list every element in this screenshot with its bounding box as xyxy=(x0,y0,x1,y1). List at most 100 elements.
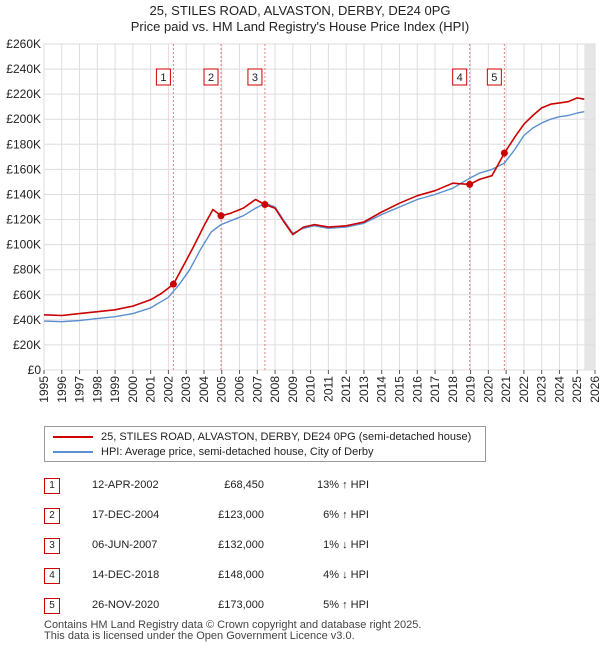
sale-label-box xyxy=(452,68,468,86)
x-tick-label: 2017 xyxy=(428,376,442,403)
x-tick-label: 2018 xyxy=(446,376,460,403)
x-tick-label: 2005 xyxy=(215,376,229,403)
sale-date: 14-DEC-2018 xyxy=(92,569,160,581)
sale-point xyxy=(217,212,225,220)
y-tick-label: £200K xyxy=(6,112,41,126)
legend-label-property: 25, STILES ROAD, ALVASTON, DERBY, DE24 0… xyxy=(101,431,472,443)
forecast-region xyxy=(584,44,595,370)
y-tick-label: £120K xyxy=(6,213,41,227)
sale-date: 26-NOV-2020 xyxy=(92,599,160,611)
sale-label-box xyxy=(247,68,263,86)
sale-hpi-diff: 6% ↑ HPI xyxy=(323,509,369,521)
x-tick-label: 2007 xyxy=(250,376,264,403)
x-tick-label: 2011 xyxy=(321,376,335,402)
y-tick-label: £40K xyxy=(13,313,41,327)
footer-line-2: This data is licensed under the Open Gov… xyxy=(44,630,355,642)
sale-row: 4 14-DEC-2018 £148,000 4% ↓ HPI xyxy=(44,568,424,586)
x-tick-label: 1999 xyxy=(108,376,122,403)
y-tick-label: £0 xyxy=(28,363,42,377)
x-tick-label: 2002 xyxy=(161,376,175,403)
x-tick-label: 2012 xyxy=(339,376,353,403)
sale-hpi-diff: 4% ↓ HPI xyxy=(323,569,369,581)
x-tick-label: 2019 xyxy=(464,376,478,403)
x-tick-label: 1995 xyxy=(37,376,51,403)
sale-label-number: 1 xyxy=(160,72,166,84)
sale-row: 2 17-DEC-2004 £123,000 6% ↑ HPI xyxy=(44,508,424,526)
chart-title: 25, STILES ROAD, ALVASTON, DERBY, DE24 0… xyxy=(149,3,451,18)
sale-row: 3 06-JUN-2007 £132,000 1% ↓ HPI xyxy=(44,538,424,556)
y-tick-label: £240K xyxy=(6,62,41,76)
y-tick-label: £260K xyxy=(6,37,41,51)
sale-hpi-diff: 13% ↑ HPI xyxy=(317,479,369,491)
sale-point xyxy=(500,149,508,157)
price-chart: £0 £20K £40K £60K £80K £100K £120K £140K £160K £1… xyxy=(6,37,600,403)
y-tick-label: £100K xyxy=(6,238,41,252)
sale-date: 06-JUN-2007 xyxy=(92,539,158,551)
x-tick-label: 2022 xyxy=(517,376,531,403)
x-tick-label: 1997 xyxy=(73,376,87,403)
x-tick-label: 2004 xyxy=(197,376,211,403)
x-tick-label: 1996 xyxy=(55,376,69,403)
legend-swatch-hpi xyxy=(53,451,93,453)
sale-hpi-diff: 1% ↓ HPI xyxy=(323,539,369,551)
x-tick-label: 2009 xyxy=(286,376,300,403)
x-tick-label: 2013 xyxy=(357,376,371,403)
sale-label-box xyxy=(486,68,502,86)
sale-date: 17-DEC-2004 xyxy=(92,509,160,521)
legend-label-hpi: HPI: Average price, semi-detached house,… xyxy=(101,446,374,458)
sale-row: 1 12-APR-2002 £68,450 13% ↑ HPI xyxy=(44,478,424,496)
chart-title-block: 25, STILES ROAD, ALVASTON, DERBY, DE24 0… xyxy=(0,3,600,35)
chart-subtitle: Price paid vs. HM Land Registry's House … xyxy=(130,19,470,34)
sale-number-badge: 4 xyxy=(44,568,60,584)
plot-area xyxy=(43,43,596,371)
sale-label-number: 3 xyxy=(252,72,258,84)
sale-number-badge: 2 xyxy=(44,508,60,524)
x-tick-label: 2016 xyxy=(410,376,424,403)
footer-note: Contains HM Land Registry data © Crown c… xyxy=(44,620,421,642)
x-tick-label: 2001 xyxy=(144,376,158,403)
x-tick-label: 2010 xyxy=(304,376,318,403)
x-tick-label: 2021 xyxy=(499,376,513,403)
x-tick-label: 2015 xyxy=(392,376,406,403)
x-tick-label: 2014 xyxy=(375,376,389,403)
sale-point xyxy=(169,280,177,288)
x-tick-label: 2000 xyxy=(126,376,140,403)
y-tick-label: £140K xyxy=(6,187,41,201)
sale-label-number: 2 xyxy=(208,72,214,84)
x-tick-label: 1998 xyxy=(90,376,104,403)
y-tick-label: £180K xyxy=(6,137,41,151)
sale-price: £68,450 xyxy=(224,479,264,491)
footer-line-1: Contains HM Land Registry data © Crown c… xyxy=(44,619,422,631)
y-tick-label: £20K xyxy=(13,338,41,352)
sale-price: £173,000 xyxy=(218,599,264,611)
legend-swatch-property xyxy=(53,436,93,438)
sale-label-number: 4 xyxy=(457,72,463,84)
sale-number-badge: 1 xyxy=(44,478,60,494)
sale-label-number: 5 xyxy=(491,72,497,84)
sale-row: 5 26-NOV-2020 £173,000 5% ↑ HPI xyxy=(44,598,424,616)
sale-price: £148,000 xyxy=(218,569,264,581)
sale-price: £123,000 xyxy=(218,509,264,521)
x-tick-label: 2020 xyxy=(481,376,495,403)
sale-number-badge: 5 xyxy=(44,598,60,614)
y-tick-label: £220K xyxy=(6,87,41,101)
legend-item-property: 25, STILES ROAD, ALVASTON, DERBY, DE24 0… xyxy=(53,430,471,444)
y-tick-label: £160K xyxy=(6,162,41,176)
x-tick-label: 2026 xyxy=(588,376,600,403)
x-tick-label: 2024 xyxy=(552,376,566,403)
legend-item-hpi: HPI: Average price, semi-detached house,… xyxy=(53,445,374,459)
x-tick-label: 2023 xyxy=(535,376,549,403)
sale-label-box xyxy=(155,68,171,86)
sale-date: 12-APR-2002 xyxy=(92,479,159,491)
y-tick-label: £60K xyxy=(13,288,41,302)
property-price-line xyxy=(43,97,585,317)
chart-legend: 25, STILES ROAD, ALVASTON, DERBY, DE24 0… xyxy=(44,426,486,462)
sale-label-box xyxy=(203,68,219,86)
x-tick-label: 2025 xyxy=(570,376,584,403)
x-tick-label: 2008 xyxy=(268,376,282,403)
y-tick-label: £80K xyxy=(13,263,41,277)
sale-hpi-diff: 5% ↑ HPI xyxy=(323,599,369,611)
x-tick-label: 2006 xyxy=(233,376,247,403)
sale-point xyxy=(261,200,269,208)
sale-number-badge: 3 xyxy=(44,538,60,554)
